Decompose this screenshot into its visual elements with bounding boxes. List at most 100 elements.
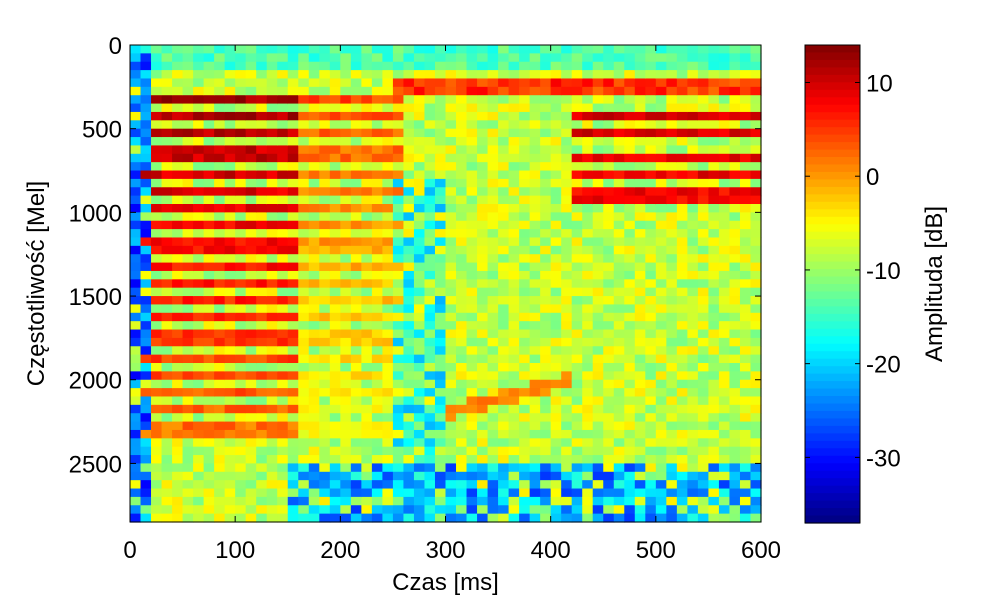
heatmap-cell bbox=[508, 254, 520, 264]
heatmap-cell bbox=[676, 429, 688, 439]
heatmap-cell bbox=[308, 195, 320, 205]
heatmap-cell bbox=[718, 111, 731, 121]
heatmap-cell bbox=[519, 304, 531, 314]
heatmap-cell bbox=[308, 404, 320, 414]
heatmap-cell bbox=[350, 312, 362, 322]
heatmap-cell bbox=[540, 363, 552, 372]
heatmap-cell bbox=[445, 111, 457, 121]
heatmap-cell bbox=[582, 505, 594, 515]
heatmap-cell bbox=[613, 170, 625, 180]
heatmap-cell bbox=[582, 287, 594, 297]
heatmap-cell bbox=[287, 195, 299, 205]
heatmap-cell bbox=[708, 220, 720, 230]
heatmap-cell bbox=[130, 53, 142, 63]
heatmap-cell bbox=[277, 379, 289, 389]
heatmap-cell bbox=[487, 103, 499, 113]
heatmap-cell bbox=[361, 404, 373, 414]
heatmap-cell bbox=[308, 312, 320, 322]
heatmap-cell bbox=[561, 137, 573, 147]
heatmap-cell bbox=[697, 86, 710, 96]
heatmap-cell bbox=[224, 337, 236, 347]
heatmap-cell bbox=[750, 296, 762, 306]
heatmap-cell bbox=[445, 95, 457, 105]
heatmap-cell bbox=[445, 86, 457, 96]
heatmap-cell bbox=[361, 86, 373, 96]
heatmap-cell bbox=[277, 337, 289, 347]
heatmap-cell bbox=[540, 404, 552, 414]
heatmap-cell bbox=[666, 404, 678, 414]
heatmap-cell bbox=[203, 245, 215, 255]
heatmap-cell bbox=[277, 187, 289, 197]
heatmap-cell bbox=[392, 220, 405, 230]
heatmap-cell bbox=[224, 153, 236, 163]
heatmap-cell bbox=[266, 70, 278, 80]
heatmap-cell bbox=[130, 496, 142, 506]
heatmap-cell bbox=[498, 237, 510, 247]
heatmap-cell bbox=[382, 421, 394, 431]
heatmap-cell bbox=[245, 354, 257, 364]
heatmap-cell bbox=[624, 137, 636, 147]
heatmap-cell bbox=[214, 187, 226, 197]
heatmap-cell bbox=[151, 413, 163, 423]
heatmap-cell bbox=[477, 312, 489, 322]
heatmap-cell bbox=[235, 86, 247, 96]
colorbar-step bbox=[805, 276, 860, 285]
heatmap-cell bbox=[161, 78, 173, 88]
heatmap-cell bbox=[193, 170, 205, 180]
heatmap-cell bbox=[424, 162, 436, 172]
heatmap-cell bbox=[498, 86, 510, 96]
heatmap-cell bbox=[592, 162, 604, 172]
heatmap-cell bbox=[750, 471, 762, 481]
heatmap-cell bbox=[477, 245, 489, 255]
heatmap-cell bbox=[655, 446, 667, 456]
heatmap-cell bbox=[634, 296, 646, 306]
heatmap-cell bbox=[508, 245, 520, 255]
heatmap-cell bbox=[298, 354, 310, 364]
heatmap-cell bbox=[655, 245, 667, 255]
heatmap-cell bbox=[277, 287, 289, 297]
heatmap-cell bbox=[498, 438, 510, 448]
heatmap-cell bbox=[235, 78, 247, 88]
heatmap-cell bbox=[550, 296, 562, 306]
heatmap-cell bbox=[182, 396, 194, 406]
heatmap-cell bbox=[645, 220, 657, 230]
heatmap-cell bbox=[319, 145, 331, 155]
heatmap-cell bbox=[550, 496, 562, 506]
heatmap-cell bbox=[277, 413, 289, 423]
heatmap-cell bbox=[750, 363, 762, 372]
heatmap-cell bbox=[266, 396, 278, 406]
heatmap-cell bbox=[456, 379, 468, 389]
heatmap-cell bbox=[224, 321, 236, 331]
heatmap-cell bbox=[718, 513, 731, 523]
heatmap-cell bbox=[151, 296, 163, 306]
heatmap-cell bbox=[403, 455, 415, 465]
heatmap-cell bbox=[350, 413, 362, 423]
heatmap-cell bbox=[413, 245, 426, 255]
heatmap-cell bbox=[529, 145, 541, 155]
heatmap-cell bbox=[266, 270, 278, 280]
heatmap-cell bbox=[256, 111, 268, 121]
heatmap-cell bbox=[266, 78, 278, 88]
heatmap-cell bbox=[298, 379, 310, 389]
heatmap-cell bbox=[718, 212, 731, 222]
heatmap-cell bbox=[245, 212, 257, 222]
heatmap-cell bbox=[718, 354, 731, 364]
heatmap-cell bbox=[645, 463, 657, 473]
heatmap-cell bbox=[645, 195, 657, 205]
heatmap-cell bbox=[540, 371, 552, 381]
heatmap-cell bbox=[256, 245, 268, 255]
heatmap-cell bbox=[277, 312, 289, 322]
colorbar-step bbox=[805, 157, 860, 166]
heatmap-cell bbox=[529, 429, 541, 439]
heatmap-cell bbox=[613, 404, 625, 414]
heatmap-cell bbox=[708, 505, 720, 515]
heatmap-cell bbox=[445, 455, 457, 465]
heatmap-cell bbox=[319, 321, 331, 331]
heatmap-cell bbox=[130, 153, 142, 163]
heatmap-cell bbox=[697, 128, 710, 138]
heatmap-cell bbox=[382, 505, 394, 515]
heatmap-cell bbox=[151, 421, 163, 431]
heatmap-cell bbox=[140, 204, 152, 213]
heatmap-cell bbox=[434, 287, 447, 297]
heatmap-cell bbox=[529, 53, 541, 63]
